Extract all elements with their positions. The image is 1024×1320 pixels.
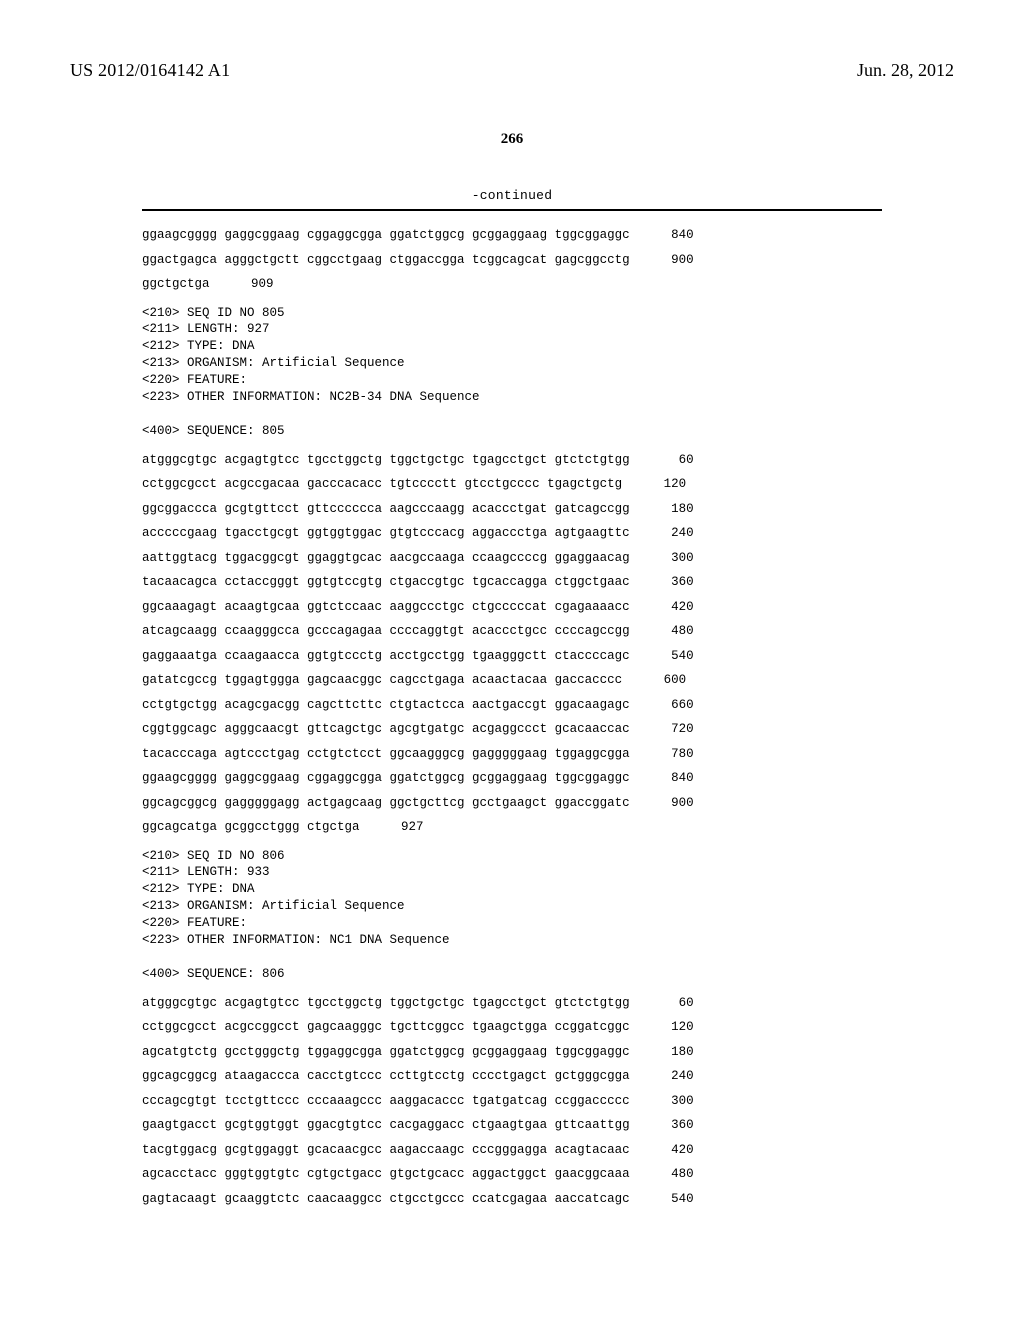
- horizontal-rule: [142, 209, 882, 211]
- sequence-text: atgggcgtgc acgagtgtcc tgcctggctg tggctgc…: [142, 454, 630, 467]
- sequence-text: ggctgctga: [142, 278, 210, 291]
- sequence-position: 360: [654, 576, 694, 589]
- sequence-position: 900: [654, 254, 694, 267]
- sequence-row: ggactgagca agggctgctt cggcctgaag ctggacc…: [142, 254, 882, 267]
- sequence-text: ggaagcgggg gaggcggaag cggaggcgga ggatctg…: [142, 772, 630, 785]
- sequence-position: 720: [654, 723, 694, 736]
- sequence-position: 60: [654, 997, 694, 1010]
- sequence-row: agcatgtctg gcctgggctg tggaggcgga ggatctg…: [142, 1046, 882, 1059]
- sequence-text: ggcagcggcg gagggggagg actgagcaag ggctgct…: [142, 797, 630, 810]
- sequence-position: 927: [384, 821, 424, 834]
- sequence-row: atcagcaagg ccaagggcca gcccagagaa ccccagg…: [142, 625, 882, 638]
- sequence-row: ggctgctga 909: [142, 278, 882, 291]
- sequence-position: 780: [654, 748, 694, 761]
- sequence-position: 120: [654, 1021, 694, 1034]
- publication-number: US 2012/0164142 A1: [70, 60, 230, 81]
- sequence-block: atgggcgtgc acgagtgtcc tgcctggctg tggctgc…: [142, 997, 882, 1206]
- sequence-position: 480: [654, 1168, 694, 1181]
- sequence-block: atgggcgtgc acgagtgtcc tgcctggctg tggctgc…: [142, 454, 882, 834]
- sequence-position: 180: [654, 503, 694, 516]
- sequence-text: cctggcgcct acgccggcct gagcaagggc tgcttcg…: [142, 1021, 630, 1034]
- sequence-text: ggaagcgggg gaggcggaag cggaggcgga ggatctg…: [142, 229, 630, 242]
- sequence-text: atcagcaagg ccaagggcca gcccagagaa ccccagg…: [142, 625, 630, 638]
- sequence-position: 840: [654, 229, 694, 242]
- sequence-text: gaggaaatga ccaagaacca ggtgtccctg acctgcc…: [142, 650, 630, 663]
- sequence-row: ggcggaccca gcgtgttcct gttcccccca aagccca…: [142, 503, 882, 516]
- sequence-row: tacacccaga agtccctgag cctgtctcct ggcaagg…: [142, 748, 882, 761]
- sequence-position: 60: [654, 454, 694, 467]
- sequence-text: cctgtgctgg acagcgacgg cagcttcttc ctgtact…: [142, 699, 630, 712]
- sequence-row: gaagtgacct gcgtggtggt ggacgtgtcc cacgagg…: [142, 1119, 882, 1132]
- sequence-position: 360: [654, 1119, 694, 1132]
- sequence-row: cctggcgcct acgccgacaa gacccacacc tgtcccc…: [142, 478, 882, 491]
- sequence-row: tacgtggacg gcgtggaggt gcacaacgcc aagacca…: [142, 1144, 882, 1157]
- sequence-position: 420: [654, 601, 694, 614]
- sequence-position: 180: [654, 1046, 694, 1059]
- sequence-row: aattggtacg tggacggcgt ggaggtgcac aacgcca…: [142, 552, 882, 565]
- sequence-listing: ggaagcgggg gaggcggaag cggaggcgga ggatctg…: [70, 229, 954, 1205]
- sequence-row: gaggaaatga ccaagaacca ggtgtccctg acctgcc…: [142, 650, 882, 663]
- sequence-text: cggtggcagc agggcaacgt gttcagctgc agcgtga…: [142, 723, 630, 736]
- sequence-position: 840: [654, 772, 694, 785]
- sequence-row: ggaagcgggg gaggcggaag cggaggcgga ggatctg…: [142, 772, 882, 785]
- sequence-position: 540: [654, 1193, 694, 1206]
- sequence-text: cctggcgcct acgccgacaa gacccacacc tgtcccc…: [142, 478, 622, 491]
- sequence-row: cctgtgctgg acagcgacgg cagcttcttc ctgtact…: [142, 699, 882, 712]
- sequence-position: 540: [654, 650, 694, 663]
- sequence-row: ggcagcggcg gagggggagg actgagcaag ggctgct…: [142, 797, 882, 810]
- sequence-block: ggaagcgggg gaggcggaag cggaggcgga ggatctg…: [142, 229, 882, 291]
- sequence-row: atgggcgtgc acgagtgtcc tgcctggctg tggctgc…: [142, 997, 882, 1010]
- sequence-row: cggtggcagc agggcaacgt gttcagctgc agcgtga…: [142, 723, 882, 736]
- sequence-row: ggcagcggcg ataagaccca cacctgtccc ccttgtc…: [142, 1070, 882, 1083]
- sequence-row: ggaagcgggg gaggcggaag cggaggcgga ggatctg…: [142, 229, 882, 242]
- sequence-text: tacgtggacg gcgtggaggt gcacaacgcc aagacca…: [142, 1144, 630, 1157]
- sequence-row: agcacctacc gggtggtgtc cgtgctgacc gtgctgc…: [142, 1168, 882, 1181]
- sequence-text: gaagtgacct gcgtggtggt ggacgtgtcc cacgagg…: [142, 1119, 630, 1132]
- sequence-text: cccagcgtgt tcctgttccc cccaaagccc aaggaca…: [142, 1095, 630, 1108]
- sequence-text: ggcaaagagt acaagtgcaa ggtctccaac aaggccc…: [142, 601, 630, 614]
- sequence-text: atgggcgtgc acgagtgtcc tgcctggctg tggctgc…: [142, 997, 630, 1010]
- sequence-row: cccagcgtgt tcctgttccc cccaaagccc aaggaca…: [142, 1095, 882, 1108]
- sequence-text: acccccgaag tgacctgcgt ggtggtggac gtgtccc…: [142, 527, 630, 540]
- header-row: US 2012/0164142 A1 Jun. 28, 2012: [70, 60, 954, 81]
- sequence-metadata: <210> SEQ ID NO 805 <211> LENGTH: 927 <2…: [142, 305, 882, 440]
- sequence-row: ggcaaagagt acaagtgcaa ggtctccaac aaggccc…: [142, 601, 882, 614]
- sequence-row: acccccgaag tgacctgcgt ggtggtggac gtgtccc…: [142, 527, 882, 540]
- sequence-position: 909: [234, 278, 274, 291]
- publication-date: Jun. 28, 2012: [857, 60, 954, 81]
- sequence-position: 240: [654, 527, 694, 540]
- sequence-text: gagtacaagt gcaaggtctc caacaaggcc ctgcctg…: [142, 1193, 630, 1206]
- sequence-row: cctggcgcct acgccggcct gagcaagggc tgcttcg…: [142, 1021, 882, 1034]
- sequence-row: ggcagcatga gcggcctggg ctgctga 927: [142, 821, 882, 834]
- sequence-position: 600: [646, 674, 686, 687]
- sequence-row: atgggcgtgc acgagtgtcc tgcctggctg tggctgc…: [142, 454, 882, 467]
- sequence-position: 660: [654, 699, 694, 712]
- sequence-position: 900: [654, 797, 694, 810]
- sequence-text: agcacctacc gggtggtgtc cgtgctgacc gtgctgc…: [142, 1168, 630, 1181]
- sequence-text: tacaacagca cctaccgggt ggtgtccgtg ctgaccg…: [142, 576, 630, 589]
- sequence-position: 300: [654, 1095, 694, 1108]
- sequence-metadata: <210> SEQ ID NO 806 <211> LENGTH: 933 <2…: [142, 848, 882, 983]
- sequence-row: gatatcgccg tggagtggga gagcaacggc cagcctg…: [142, 674, 882, 687]
- sequence-row: gagtacaagt gcaaggtctc caacaaggcc ctgcctg…: [142, 1193, 882, 1206]
- sequence-position: 420: [654, 1144, 694, 1157]
- patent-page: US 2012/0164142 A1 Jun. 28, 2012 266 -co…: [0, 0, 1024, 1257]
- sequence-row: tacaacagca cctaccgggt ggtgtccgtg ctgaccg…: [142, 576, 882, 589]
- sequence-text: ggactgagca agggctgctt cggcctgaag ctggacc…: [142, 254, 630, 267]
- sequence-position: 120: [646, 478, 686, 491]
- sequence-text: tacacccaga agtccctgag cctgtctcct ggcaagg…: [142, 748, 630, 761]
- continued-wrap: -continued: [142, 188, 882, 203]
- sequence-position: 300: [654, 552, 694, 565]
- sequence-text: ggcagcggcg ataagaccca cacctgtccc ccttgtc…: [142, 1070, 630, 1083]
- sequence-position: 480: [654, 625, 694, 638]
- sequence-text: gatatcgccg tggagtggga gagcaacggc cagcctg…: [142, 674, 622, 687]
- sequence-text: ggcagcatga gcggcctggg ctgctga: [142, 821, 360, 834]
- continued-label: -continued: [142, 188, 882, 203]
- sequence-text: aattggtacg tggacggcgt ggaggtgcac aacgcca…: [142, 552, 630, 565]
- sequence-text: agcatgtctg gcctgggctg tggaggcgga ggatctg…: [142, 1046, 630, 1059]
- page-number: 266: [70, 131, 954, 148]
- sequence-text: ggcggaccca gcgtgttcct gttcccccca aagccca…: [142, 503, 630, 516]
- sequence-position: 240: [654, 1070, 694, 1083]
